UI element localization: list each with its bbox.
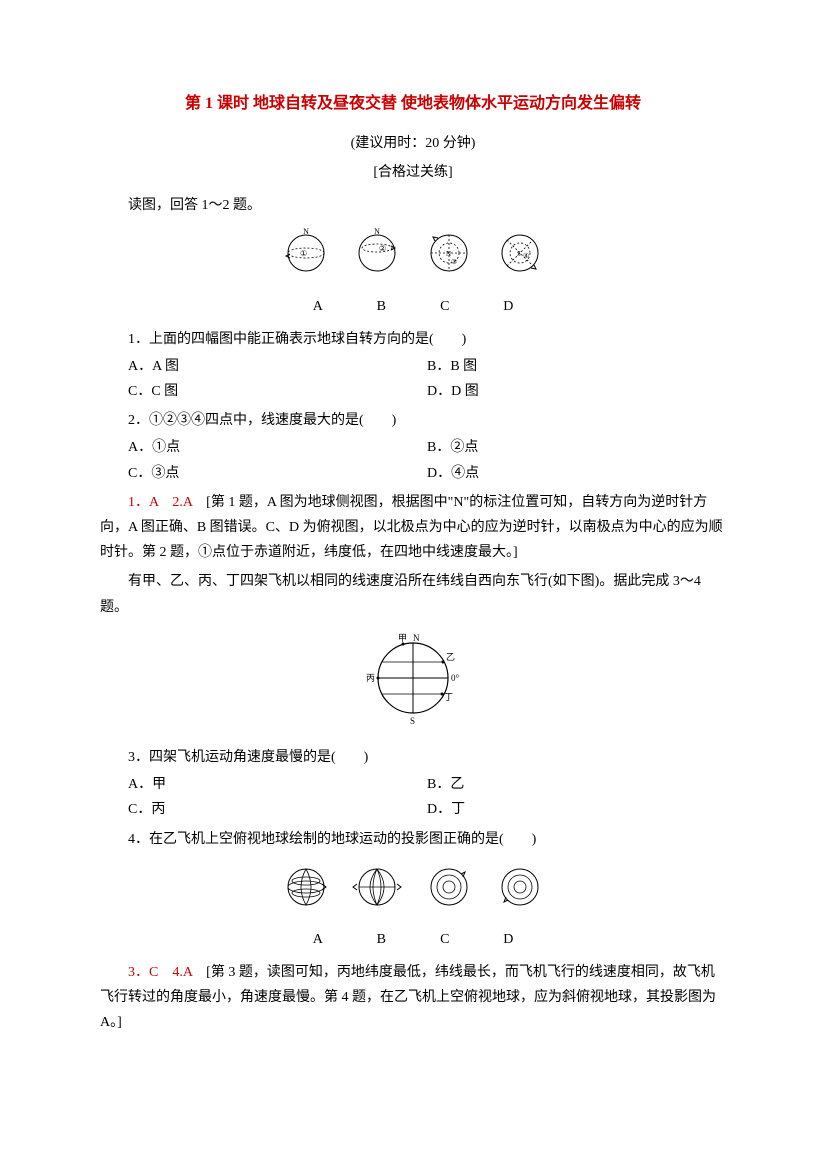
answer-34-key: 3．C 4.A bbox=[128, 965, 192, 980]
svg-text:N: N bbox=[413, 633, 420, 643]
svg-text:③: ③ bbox=[451, 258, 457, 266]
figure-labels-1: A B C D bbox=[100, 294, 726, 319]
answer-3-4: 3．C 4.A [第 3 题，读图可知，丙地纬度最低，纬线最长，而飞机飞行的线速… bbox=[100, 960, 726, 1036]
q2-opt-b: B．②点 bbox=[427, 435, 726, 460]
q3-opt-b: B．乙 bbox=[427, 772, 726, 797]
q1-opt-c: C．C 图 bbox=[128, 379, 427, 404]
q2-opt-a: A．①点 bbox=[128, 435, 427, 460]
q1-opt-b: B．B 图 bbox=[427, 354, 726, 379]
figure-row-3 bbox=[100, 860, 726, 919]
fig-label-a: A bbox=[288, 294, 348, 319]
svg-text:0°: 0° bbox=[451, 673, 460, 683]
svg-text:乙: 乙 bbox=[446, 652, 455, 662]
q3-options: A．甲 B．乙 C．丙 D．丁 bbox=[100, 772, 726, 822]
svg-text:S: S bbox=[517, 250, 521, 258]
q3-opt-a: A．甲 bbox=[128, 772, 427, 797]
q1-options: A．A 图 B．B 图 C．C 图 D．D 图 bbox=[100, 354, 726, 404]
answer-1-2: 1．A 2.A [第 1 题，A 图为地球侧视图，根据图中"N"的标注位置可知，… bbox=[100, 490, 726, 566]
globe-d-icon: S ④ bbox=[490, 226, 550, 276]
answer-12-key: 1．A 2.A bbox=[128, 495, 192, 510]
section-label: [合格过关练] bbox=[100, 160, 726, 185]
q1-opt-a: A．A 图 bbox=[128, 354, 427, 379]
figure-labels-3: A B C D bbox=[100, 927, 726, 952]
proj-c-icon bbox=[419, 860, 479, 910]
q1-opt-d: D．D 图 bbox=[427, 379, 726, 404]
q4-stem: 4．在乙飞机上空俯视地球绘制的地球运动的投影图正确的是( ) bbox=[100, 827, 726, 852]
fig-label-b: B bbox=[351, 294, 411, 319]
proj-b-icon bbox=[347, 860, 407, 910]
globe-a-icon: N ① bbox=[276, 226, 336, 276]
svg-text:S: S bbox=[410, 716, 415, 726]
globe-b-icon: N ② bbox=[347, 226, 407, 276]
fig3-label-b: B bbox=[351, 927, 411, 952]
svg-text:N: N bbox=[374, 227, 380, 236]
fig3-label-d: D bbox=[478, 927, 538, 952]
fig3-label-a: A bbox=[288, 927, 348, 952]
proj-a-icon bbox=[276, 860, 336, 910]
svg-text:①: ① bbox=[300, 249, 307, 258]
intro-1: 读图，回答 1～2 题。 bbox=[100, 193, 726, 218]
svg-text:②: ② bbox=[379, 244, 386, 253]
q2-opt-c: C．③点 bbox=[128, 461, 427, 486]
suggested-time: (建议用时：20 分钟) bbox=[100, 131, 726, 156]
figure-row-1: N ① N ② N ③ S ④ bbox=[100, 226, 726, 285]
answer-34-text: [第 3 题，读图可知，丙地纬度最低，纬线最长，而飞机飞行的线速度相同，故飞机飞… bbox=[100, 965, 716, 1030]
fig3-label-c: C bbox=[415, 927, 475, 952]
q3-opt-d: D．丁 bbox=[427, 797, 726, 822]
svg-text:④: ④ bbox=[523, 252, 529, 260]
svg-text:丁: 丁 bbox=[444, 692, 453, 702]
svg-text:甲: 甲 bbox=[398, 633, 407, 643]
svg-text:N: N bbox=[303, 227, 309, 236]
proj-d-icon bbox=[490, 860, 550, 910]
fig-label-c: C bbox=[415, 294, 475, 319]
q2-options: A．①点 B．②点 C．③点 D．④点 bbox=[100, 435, 726, 485]
fig-label-d: D bbox=[478, 294, 538, 319]
q3-opt-c: C．丙 bbox=[128, 797, 427, 822]
globe-c-icon: N ③ bbox=[419, 226, 479, 276]
globe-planes-icon: 甲 N 乙 丙 0° 丁 S bbox=[358, 628, 468, 728]
answer-12-text: [第 1 题，A 图为地球侧视图，根据图中"N"的标注位置可知，自转方向为逆时针… bbox=[100, 495, 723, 560]
figure-2: 甲 N 乙 丙 0° 丁 S bbox=[100, 628, 726, 737]
q2-opt-d: D．④点 bbox=[427, 461, 726, 486]
svg-text:N: N bbox=[446, 250, 451, 258]
intro-2: 有甲、乙、丙、丁四架飞机以相同的线速度沿所在纬线自西向东飞行(如下图)。据此完成… bbox=[100, 569, 726, 619]
q1-stem: 1．上面的四幅图中能正确表示地球自转方向的是( ) bbox=[100, 327, 726, 352]
q2-stem: 2．①②③④四点中，线速度最大的是( ) bbox=[100, 408, 726, 433]
page-title: 第 1 课时 地球自转及昼夜交替 使地表物体水平运动方向发生偏转 bbox=[100, 90, 726, 119]
q3-stem: 3．四架飞机运动角速度最慢的是( ) bbox=[100, 745, 726, 770]
svg-text:丙: 丙 bbox=[366, 673, 375, 683]
